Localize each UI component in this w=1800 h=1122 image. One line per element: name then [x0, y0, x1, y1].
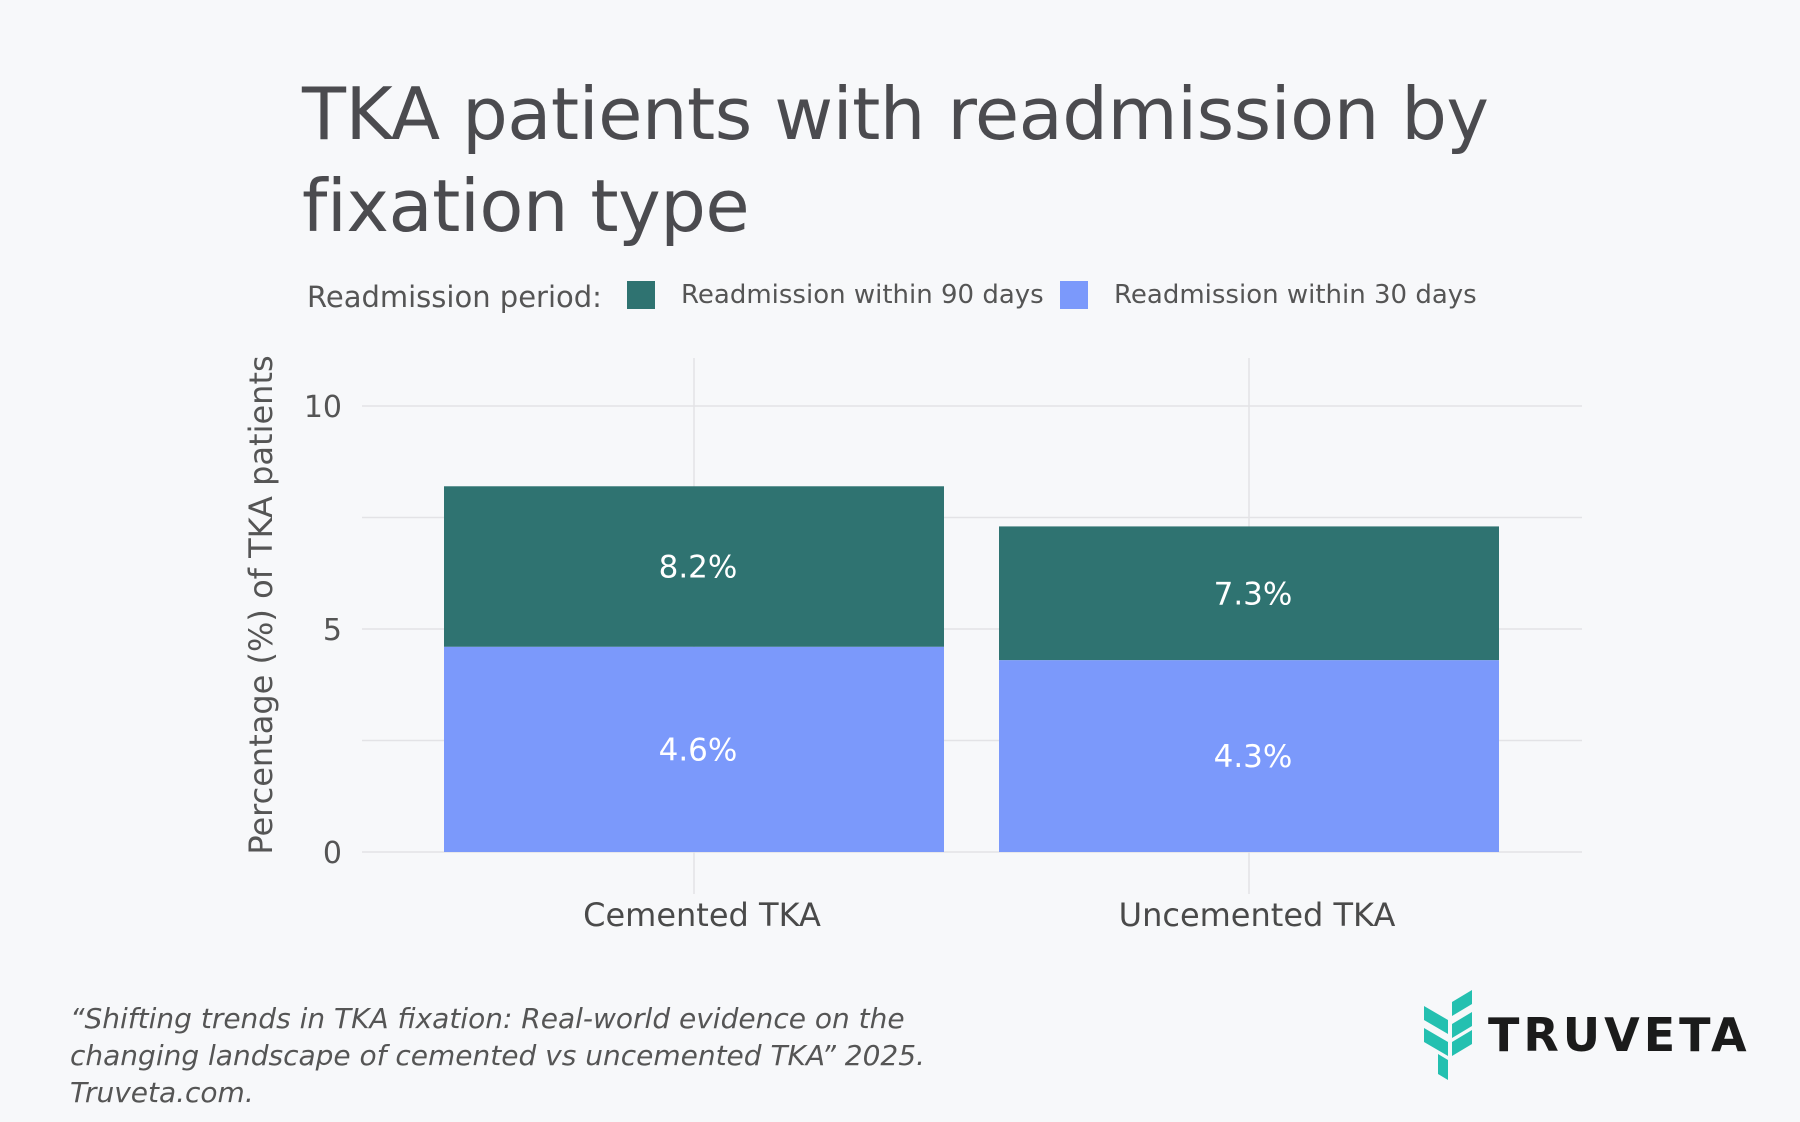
- x-tick-label: Uncemented TKA: [1119, 896, 1396, 934]
- citation: “Shifting trends in TKA fixation: Real-w…: [70, 1002, 925, 1109]
- legend-item-label: Readmission within 30 days: [1114, 280, 1477, 310]
- y-axis-label: Percentage (%) of TKA patients: [242, 355, 280, 854]
- truveta-leaf-icon: [1424, 990, 1472, 1080]
- bar-30-days: [999, 660, 1499, 852]
- bar-label-90-days: 8.2%: [659, 550, 738, 586]
- legend-item-label: Readmission within 90 days: [681, 280, 1044, 310]
- y-tick-label: 0: [323, 836, 342, 871]
- bar-30-days: [444, 646, 944, 852]
- bar-label-90-days: 7.3%: [1214, 576, 1293, 612]
- y-tick-label: 10: [304, 390, 342, 425]
- legend-title: Readmission period:: [307, 280, 602, 314]
- bar-90-days: [444, 486, 944, 647]
- x-tick-label: Cemented TKA: [583, 896, 821, 934]
- legend-item-30-days[interactable]: Readmission within 30 days: [1060, 280, 1477, 310]
- bar-90-days: [999, 526, 1499, 661]
- y-tick-label: 5: [323, 613, 342, 648]
- legend-swatch-90-days: [627, 281, 655, 309]
- chart-title: TKA patients with readmission by fixatio…: [302, 72, 1489, 248]
- bar-label-30-days: 4.3%: [1214, 739, 1293, 775]
- legend-swatch-30-days: [1060, 281, 1088, 309]
- legend-item-90-days[interactable]: Readmission within 90 days: [627, 280, 1044, 310]
- bar-label-30-days: 4.6%: [659, 732, 738, 768]
- logo-wordmark: TRUVETA: [1488, 1008, 1751, 1062]
- truveta-logo: TRUVETA: [1420, 990, 1751, 1080]
